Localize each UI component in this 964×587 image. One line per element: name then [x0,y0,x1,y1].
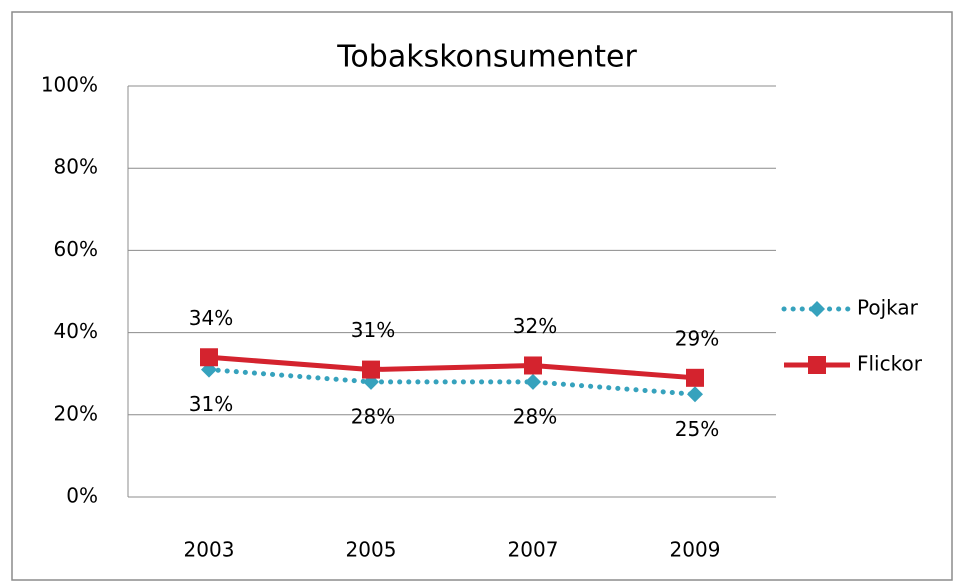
data-point [362,360,380,379]
x-tick-label: 2003 [184,538,235,562]
x-tick-label: 2005 [346,538,397,562]
y-tick-label: 0% [66,484,98,508]
data-label: 25% [675,417,719,441]
data-label: 28% [513,404,557,428]
data-point [686,368,704,387]
chart-title: Tobakskonsumenter [336,40,637,75]
data-label: 28% [351,404,395,428]
series-line [208,354,696,381]
data-label: 31% [351,318,395,342]
y-tick-label: 80% [54,155,98,179]
legend-label: Flickor [857,352,923,376]
data-point [525,373,541,390]
data-point [200,348,218,367]
x-tick-label: 2007 [508,538,559,562]
legend-label: Pojkar [857,296,919,320]
data-label: 31% [189,392,233,416]
legend-marker [809,301,825,317]
data-label: 34% [189,306,233,330]
x-tick-label: 2009 [670,538,721,562]
data-point [687,386,703,403]
chart-frame [11,11,953,581]
legend-marker [808,356,826,374]
y-tick-label: 60% [54,237,98,261]
data-label: 29% [675,326,719,350]
data-label: 32% [513,314,557,338]
data-point [524,356,542,375]
series-line [206,367,698,397]
y-tick-label: 20% [54,401,98,425]
y-tick-label: 100% [41,73,98,97]
y-tick-label: 40% [54,319,98,343]
